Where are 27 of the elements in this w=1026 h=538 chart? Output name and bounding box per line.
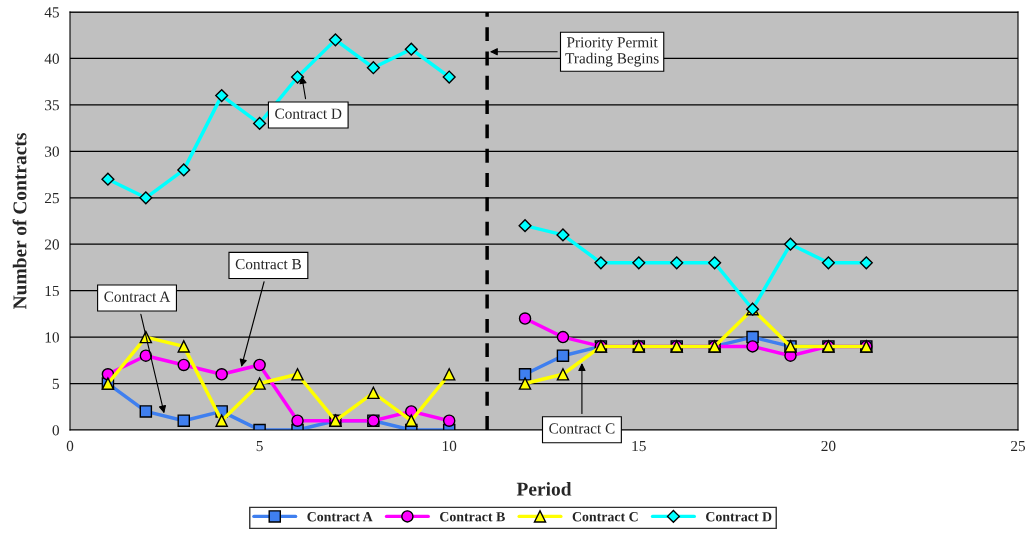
y-tick-label: 35	[45, 100, 59, 111]
y-tick-label: 20	[44, 239, 59, 250]
y-tick-label: 0	[52, 425, 59, 436]
x-axis-title: Period	[516, 482, 572, 496]
x-tick-label: 25	[1011, 440, 1026, 452]
y-tick-label: 5	[52, 378, 59, 390]
annotation: Contract B	[235, 259, 301, 270]
y-axis-title: Number of Contracts	[12, 133, 27, 310]
y-tick-label: 15	[45, 285, 59, 297]
y-tick-label: 10	[45, 332, 59, 343]
annotation: Contract A	[104, 291, 171, 302]
legend-label: Contract A	[307, 512, 373, 522]
annotation: Contract C	[549, 423, 615, 434]
x-tick-label: 20	[821, 440, 836, 452]
ref-line-label: Priority Permit Trading Begins	[565, 37, 659, 67]
legend-label: Contract C	[572, 512, 638, 522]
x-tick-label: 5	[256, 441, 263, 452]
y-tick-label: 30	[45, 146, 59, 157]
x-tick-label: 10	[442, 440, 457, 452]
annotation: Contract D	[275, 108, 342, 119]
legend-label: Contract B	[440, 512, 505, 522]
y-tick-label: 25	[44, 192, 59, 204]
x-tick-label: 0	[66, 440, 74, 452]
legend-label: Contract D	[706, 512, 772, 522]
y-tick-label: 40	[44, 53, 59, 64]
y-tick-label: 45	[44, 7, 59, 18]
x-tick-label: 15	[632, 440, 646, 452]
